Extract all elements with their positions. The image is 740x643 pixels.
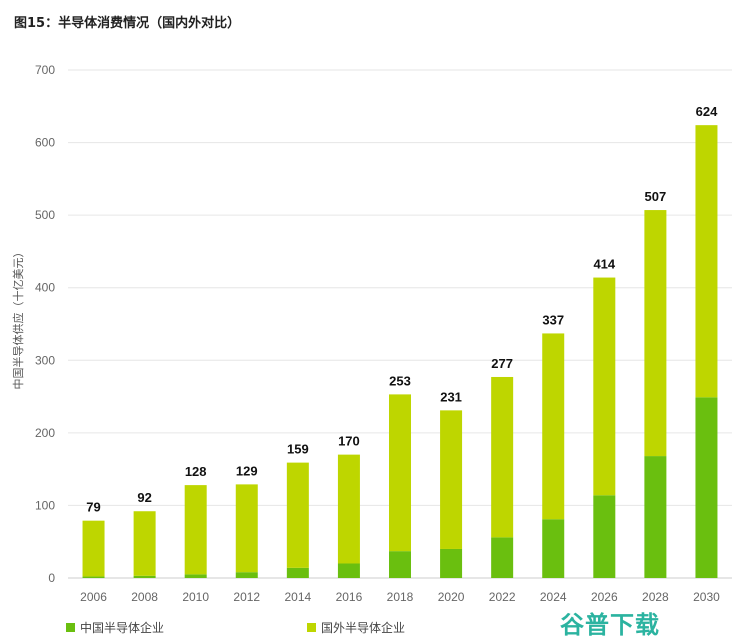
bar-segment-china <box>695 397 718 578</box>
bar-total-label: 507 <box>645 189 667 204</box>
legend-swatch-china <box>66 623 75 632</box>
bar-total-label: 231 <box>440 389 462 404</box>
bar-segment-china <box>235 572 258 578</box>
y-tick-label: 200 <box>35 426 55 440</box>
y-tick-label: 500 <box>35 208 55 222</box>
y-tick-label: 700 <box>35 63 55 77</box>
bar-total-label: 159 <box>287 442 309 457</box>
bar-total-label: 79 <box>86 500 100 515</box>
legend-swatch-foreign <box>307 623 316 632</box>
legend-label-china: 中国半导体企业 <box>80 621 165 635</box>
bar-total-label: 414 <box>593 257 615 272</box>
bar-segment-china <box>542 519 565 578</box>
x-tick-label: 2018 <box>387 590 414 604</box>
bar-total-label: 624 <box>696 104 718 119</box>
y-tick-label: 600 <box>35 136 55 150</box>
bar-segment-foreign <box>133 511 156 576</box>
bar-segment-china <box>184 574 207 578</box>
y-axis-label: 中国半导体供应（十亿美元） <box>12 246 25 390</box>
bar-segment-china <box>389 551 411 578</box>
x-tick-label: 2012 <box>233 590 260 604</box>
bar-segment-china <box>82 576 105 578</box>
bar-segment-foreign <box>440 410 463 549</box>
bar-segment-china <box>593 495 616 578</box>
bar-segment-china <box>286 567 309 578</box>
x-tick-label: 2028 <box>642 590 669 604</box>
x-tick-label: 2026 <box>591 590 618 604</box>
bar-total-label: 337 <box>542 312 564 327</box>
bar-segment-foreign <box>644 210 667 457</box>
bar-total-label: 170 <box>338 434 360 449</box>
legend-item-foreign: 国外半导体企业 <box>307 619 405 636</box>
bar-segment-foreign <box>695 125 718 398</box>
chart-title: 图15：半导体消费情况（国内外对比） <box>14 16 241 31</box>
bar-segment-foreign <box>337 454 360 564</box>
x-tick-label: 2022 <box>489 590 516 604</box>
bar-segment-foreign <box>542 333 565 520</box>
bar-segment-china <box>491 537 514 578</box>
x-tick-label: 2014 <box>284 590 311 604</box>
bar-segment-foreign <box>593 277 616 496</box>
bar-segment-foreign <box>82 520 105 577</box>
y-tick-label: 300 <box>35 353 55 367</box>
bar-total-label: 277 <box>491 356 513 371</box>
legend-label-foreign: 国外半导体企业 <box>321 621 406 635</box>
x-tick-label: 2016 <box>336 590 363 604</box>
bar-total-label: 92 <box>137 490 151 505</box>
y-tick-label: 400 <box>35 281 55 295</box>
x-tick-label: 2030 <box>693 590 720 604</box>
bar-segment-foreign <box>286 462 309 568</box>
watermark-logo: 谷普下载 <box>560 611 660 639</box>
bar-segment-foreign <box>184 485 207 575</box>
bar-segment-foreign <box>235 484 258 573</box>
bar-segment-foreign <box>389 394 411 552</box>
bar-total-label: 128 <box>185 464 207 479</box>
x-tick-label: 2024 <box>540 590 567 604</box>
x-tick-label: 2006 <box>80 590 107 604</box>
y-tick-label: 100 <box>35 498 55 512</box>
bar-segment-china <box>337 563 360 578</box>
bar-segment-china <box>644 456 667 578</box>
bar-segment-china <box>133 575 156 578</box>
bar-segment-china <box>440 548 463 578</box>
y-tick-label: 0 <box>48 571 55 585</box>
legend-item-china: 中国半导体企业 <box>66 619 164 636</box>
bar-total-label: 253 <box>389 373 411 388</box>
x-tick-label: 2010 <box>182 590 209 604</box>
x-tick-label: 2020 <box>438 590 465 604</box>
x-tick-label: 2008 <box>131 590 158 604</box>
bar-total-label: 129 <box>236 463 258 478</box>
bar-segment-foreign <box>491 376 514 538</box>
